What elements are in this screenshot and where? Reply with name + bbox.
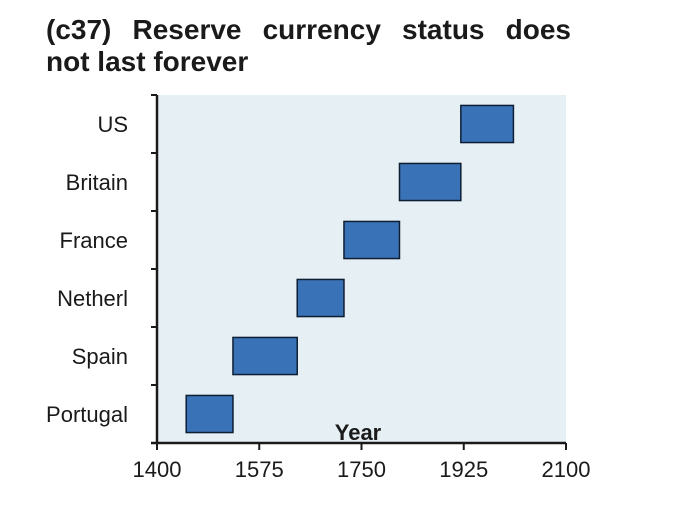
x-tick-label-1400: 1400: [133, 457, 182, 482]
bar-spain: [232, 336, 298, 376]
x-axis-title: Year: [335, 420, 382, 445]
x-tick-label-1575: 1575: [235, 457, 284, 482]
x-ticks-group: [156, 443, 567, 450]
category-label-portugal: Portugal: [46, 402, 128, 427]
bar-britain: [398, 162, 462, 202]
x-tick-label-1750: 1750: [337, 457, 386, 482]
bar-us: [460, 104, 515, 144]
category-label-britain: Britain: [66, 170, 128, 195]
x-tick-labels-group: 1400 1575 1750 1925 2100: [133, 457, 591, 482]
chart-title-line-1: (c37) Reserve currency status does: [46, 14, 571, 45]
x-tick-label-1925: 1925: [439, 457, 488, 482]
category-labels-group: Portugal Spain Netherl France Britain US: [46, 112, 128, 427]
category-label-netherl: Netherl: [57, 286, 128, 311]
plot-area: [157, 95, 566, 443]
chart-title-line-2: not last forever: [46, 46, 249, 77]
x-tick-label-2100: 2100: [542, 457, 591, 482]
bar-netherl: [296, 278, 345, 318]
chart-title: (c37) Reserve currency status does not l…: [46, 14, 571, 78]
bar-portugal: [185, 394, 234, 434]
category-label-us: US: [97, 112, 128, 137]
bar-france: [343, 220, 401, 260]
bars-group: [185, 104, 515, 434]
category-label-france: France: [60, 228, 128, 253]
category-label-spain: Spain: [72, 344, 128, 369]
